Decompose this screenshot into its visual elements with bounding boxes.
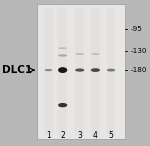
Ellipse shape <box>91 53 100 55</box>
Bar <box>107 7 115 136</box>
Text: 1: 1 <box>46 131 51 140</box>
Text: DLC1: DLC1 <box>2 65 32 75</box>
Ellipse shape <box>45 69 52 71</box>
Ellipse shape <box>75 68 84 72</box>
Ellipse shape <box>91 68 100 72</box>
Ellipse shape <box>75 53 84 55</box>
Bar <box>37 4 125 139</box>
Bar <box>75 7 84 136</box>
Text: 2: 2 <box>60 131 65 140</box>
Ellipse shape <box>58 47 67 49</box>
Text: 4: 4 <box>93 131 98 140</box>
Ellipse shape <box>58 67 67 73</box>
Text: 5: 5 <box>109 131 114 140</box>
Ellipse shape <box>58 54 67 57</box>
Text: 3: 3 <box>77 131 82 140</box>
Text: -130: -130 <box>130 48 147 54</box>
Bar <box>91 7 100 136</box>
Bar <box>58 7 67 136</box>
Text: -180: -180 <box>130 67 147 73</box>
Bar <box>44 7 53 136</box>
Ellipse shape <box>58 103 67 107</box>
Text: -95: -95 <box>130 26 142 32</box>
Ellipse shape <box>107 69 115 72</box>
